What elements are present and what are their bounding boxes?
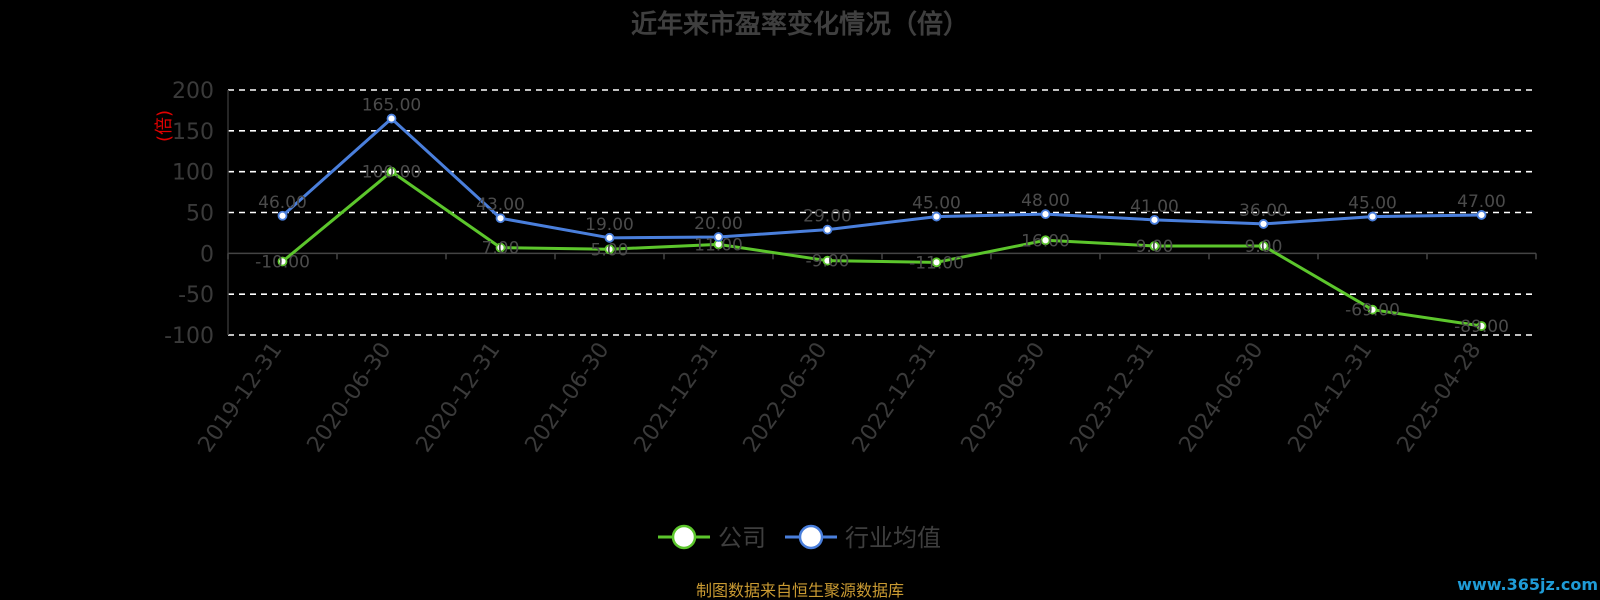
data-label: -89.00 [1454, 317, 1509, 337]
data-label: 36.00 [1239, 201, 1288, 221]
data-point[interactable] [604, 232, 615, 243]
x-tick-label: 2022-12-31 [848, 338, 942, 457]
legend[interactable]: 公司 行业均值 [658, 524, 941, 552]
data-point[interactable] [931, 257, 942, 268]
y-tick-label: 100 [172, 161, 214, 186]
data-label: 9.00 [1245, 237, 1283, 257]
x-tick-label: 2024-12-31 [1284, 338, 1378, 457]
data-point[interactable] [604, 244, 615, 255]
chart-title: 近年来市盈率变化情况（倍） [631, 9, 969, 40]
y-tick-label: 150 [172, 120, 214, 145]
legend-item-company[interactable]: 公司 [658, 524, 766, 552]
data-point[interactable] [495, 242, 506, 253]
data-point[interactable] [931, 211, 942, 222]
data-point[interactable] [386, 166, 397, 177]
data-label: -9.00 [806, 252, 850, 272]
data-label: 19.00 [585, 215, 634, 235]
data-label: 45.00 [912, 194, 961, 214]
data-point[interactable] [386, 113, 397, 124]
data-point[interactable] [1258, 241, 1269, 251]
data-label: 29.00 [803, 207, 852, 227]
data-labels: -10.00 100.00 7.00 5.00 11.00 -9.00 -11.00 16.0… [255, 96, 1509, 337]
data-point[interactable] [822, 255, 833, 266]
y-tick-label: 200 [172, 79, 214, 104]
y-tick-label: 50 [186, 202, 214, 227]
data-label: 7.00 [482, 239, 520, 259]
data-label: 11.00 [694, 235, 743, 255]
y-tick-label: -50 [178, 283, 214, 308]
data-point[interactable] [1149, 214, 1160, 225]
data-label: 16.00 [1021, 231, 1070, 251]
y-tick-label: -100 [164, 324, 214, 349]
legend-marker [671, 524, 697, 550]
x-tick-label: 2024-06-30 [1175, 338, 1269, 457]
data-label: 20.00 [694, 214, 743, 234]
data-point[interactable] [1149, 241, 1160, 251]
y-tick-label: 0 [200, 242, 214, 267]
x-tick-label: 2021-12-31 [630, 338, 724, 457]
data-point[interactable] [1040, 235, 1051, 246]
data-label: 9.00 [1136, 237, 1174, 257]
data-point[interactable] [822, 224, 833, 235]
watermark: www.365jz.com [1457, 575, 1598, 594]
x-tick-label: 2020-12-31 [412, 338, 506, 457]
legend-label: 行业均值 [845, 524, 941, 552]
legend-item-industry-avg[interactable]: 行业均值 [785, 524, 941, 552]
data-label: -10.00 [255, 253, 310, 273]
data-point[interactable] [1476, 210, 1487, 220]
data-point[interactable] [1367, 211, 1378, 222]
data-label: -69.00 [1345, 301, 1400, 321]
x-tick-label: 2022-06-30 [739, 338, 833, 457]
x-tick-label: 2023-06-30 [957, 338, 1051, 457]
data-point[interactable] [1258, 219, 1269, 229]
data-point[interactable] [495, 213, 506, 224]
legend-label: 公司 [718, 524, 766, 552]
data-point[interactable] [1476, 321, 1487, 331]
series-line-industry-avg [281, 117, 1482, 240]
x-tick-label: 2021-06-30 [521, 338, 615, 457]
data-label: 45.00 [1348, 194, 1397, 214]
grid-lines [228, 89, 1536, 336]
data-label: 165.00 [362, 96, 421, 116]
x-tick-label: 2020-06-30 [303, 338, 397, 457]
data-label: 46.00 [258, 193, 307, 213]
data-label: 100.00 [362, 163, 421, 183]
series-line-company [281, 170, 1482, 328]
series-lines [277, 113, 1487, 331]
data-source-note: 制图数据来自恒生聚源数据库 [696, 581, 904, 600]
data-point[interactable] [713, 232, 724, 242]
data-point[interactable] [277, 256, 288, 267]
x-tick-label: 2023-12-31 [1066, 338, 1160, 457]
data-label: 43.00 [476, 195, 525, 215]
data-label: 41.00 [1130, 197, 1179, 217]
data-label: 48.00 [1021, 191, 1070, 211]
data-point[interactable] [1367, 304, 1378, 315]
data-point[interactable] [1040, 209, 1051, 220]
x-tick-label: 2025-04-28 [1393, 338, 1487, 457]
data-point[interactable] [277, 210, 288, 221]
legend-marker [798, 524, 824, 550]
x-tick-label: 2019-12-31 [194, 338, 288, 457]
data-label: -11.00 [909, 253, 964, 273]
y-axis-title: (倍) [154, 110, 175, 142]
data-label: 5.00 [591, 240, 629, 260]
data-label: 47.00 [1457, 192, 1506, 212]
